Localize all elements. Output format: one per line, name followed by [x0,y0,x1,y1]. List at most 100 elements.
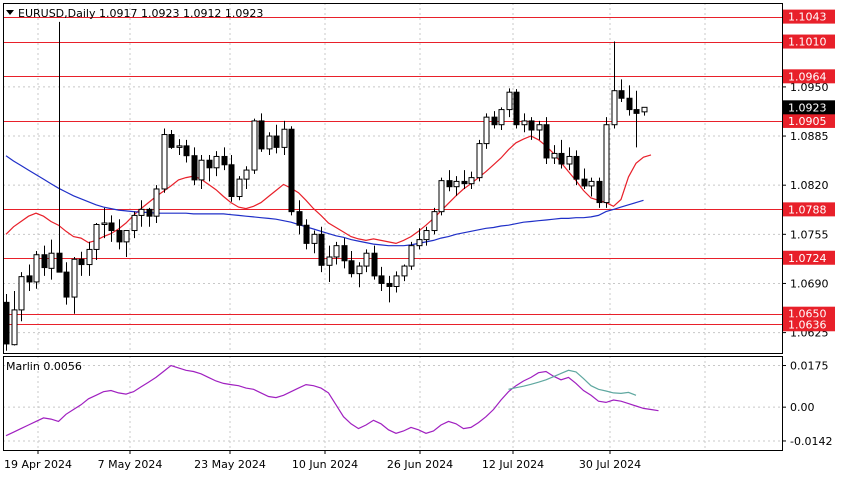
candle-body [56,252,63,273]
oscillator-label: Marlin 0.0056 [6,360,82,373]
level-price-tag [783,250,835,265]
candle-body [108,222,115,232]
level-price-label: 1.0636 [788,318,827,331]
candle-body [611,90,618,126]
candle-body [573,155,580,180]
candle-body [461,180,468,185]
candle-body [536,124,543,131]
candle-body [198,159,205,181]
x-tick-label: 10 Jun 2024 [292,458,358,471]
candle-body [603,124,610,204]
x-tick-label: 26 Jun 2024 [387,458,453,471]
level-price-label: 1.1043 [788,11,827,24]
candle-body [11,309,18,346]
candle-body [183,145,190,157]
candle-body [596,180,603,204]
candle-body [363,252,370,267]
current-price-tag [783,100,835,115]
price-axis: 1.09501.08851.08201.07551.06901.06250.01… [782,9,835,448]
candle-body [528,120,535,131]
candle-body [221,155,228,166]
candle-body [408,245,415,267]
symbol-label: EURUSD,Daily 1.0917 1.0923 1.0912 1.0923 [18,7,263,20]
candle-body [543,124,550,159]
candle-body [146,208,153,217]
candle-body [386,282,393,287]
candle-body [566,155,573,165]
candle-body [468,177,475,185]
candle-body [641,106,648,113]
level-price-label: 1.1010 [788,36,827,49]
candle-body [281,128,288,148]
candle-body [326,256,333,266]
candle-body [521,120,528,126]
level-price-label: 1.0964 [788,70,827,83]
oscillator-trendline [508,369,637,396]
frames [3,3,783,451]
candle-body [318,233,325,266]
ma-long-line [5,155,644,247]
oscillator-line [5,364,659,437]
main-pane-frame [3,3,783,354]
candle-body [191,155,198,181]
candle-body [401,265,408,277]
level-price-tag [783,9,835,24]
time-axis: 19 Apr 2024 7 May 2024 23 May 2024 10 Jun 2… [4,450,641,471]
candle-body [296,211,303,226]
candle-body [266,135,273,150]
candle-body [213,155,220,169]
candle-body [116,230,123,243]
candle-body [506,91,513,111]
candle-body [453,180,460,188]
candle-body [18,276,25,311]
osc-y-tick-label: 0.0175 [790,360,829,373]
candle-body [333,245,340,258]
chart-header: EURUSD,Daily 1.0917 1.0923 1.0912 1.0923 [6,7,263,20]
candle-body [513,91,520,126]
candles [3,21,648,351]
menu-triangle-icon[interactable] [6,10,14,15]
candle-body [476,143,483,179]
candle-body [551,152,558,159]
level-price-label: 1.0905 [788,115,827,128]
candle-body [78,258,85,266]
y-tick-label: 1.0950 [790,81,829,94]
level-price-tag [783,202,835,217]
x-tick-label: 7 May 2024 [98,458,163,471]
level-price-tag [783,69,835,84]
horizontal-levels [3,17,782,325]
x-tick-label: 12 Jul 2024 [482,458,544,471]
candle-body [228,164,235,198]
oscillator-pane-frame [3,356,783,451]
x-tick-label: 23 May 2024 [194,458,266,471]
candle-body [101,222,108,225]
current-price-label: 1.0923 [788,101,827,114]
candle-body [483,116,490,145]
y-tick-label: 1.0755 [790,228,829,241]
candle-body [41,254,48,269]
level-price-tag [783,113,835,128]
candle-body [3,301,10,345]
level-price-tag [783,34,835,49]
level-price-tag [783,317,835,332]
candle-body [581,178,588,187]
candle-body [618,90,625,99]
candle-body [288,128,295,213]
candle-body [176,145,183,148]
candle-body [348,260,355,275]
osc-y-tick-label: 0.00 [790,401,815,414]
candle-body [588,180,595,187]
candle-body [416,239,423,247]
grid [3,3,782,450]
candle-body [33,254,40,283]
x-tick-label: 19 Apr 2024 [4,458,72,471]
candle-body [26,275,33,283]
y-tick-label: 1.0820 [790,179,829,192]
oscillator [5,364,659,437]
candle-body [303,224,310,244]
candle-body [446,180,453,188]
candle-body [236,178,243,198]
candle-body [168,134,175,148]
